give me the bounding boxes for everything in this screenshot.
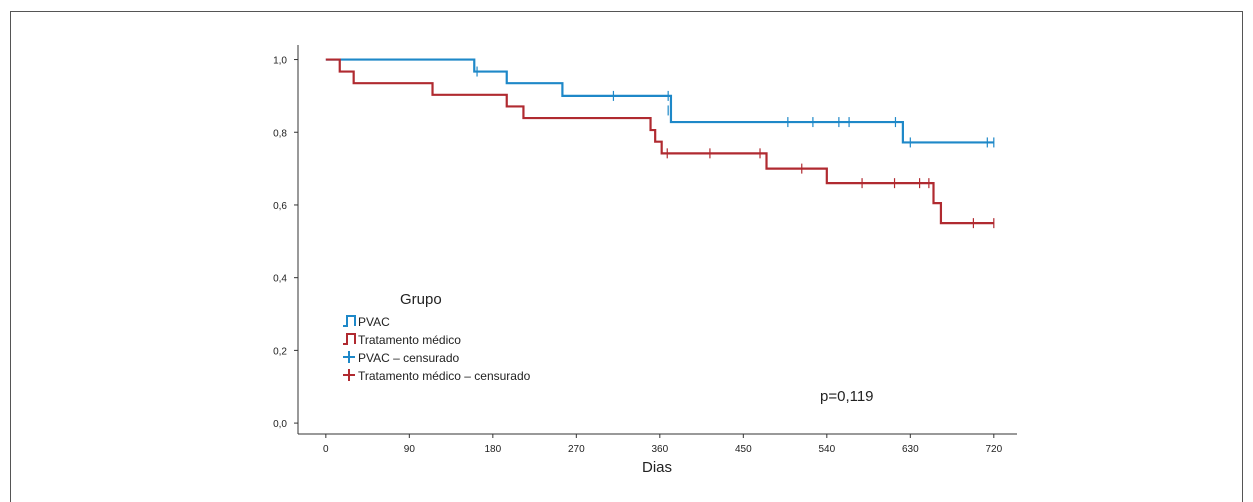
legend-entry: PVAC – censurado [343, 351, 459, 365]
legend-title: Grupo [400, 291, 442, 308]
x-tick-label: 720 [985, 444, 1002, 455]
x-tick-label: 0 [323, 444, 329, 455]
x-tick-label: 540 [818, 444, 835, 455]
x-tick-label: 450 [735, 444, 752, 455]
series-layer [325, 58, 995, 229]
y-axis: 0,0 0,2 0,4 0,6 0,8 1,0 [273, 45, 299, 434]
legend-entry: Tratamento médico – censurado [343, 369, 531, 383]
series-line-pvac [325, 58, 994, 144]
legend: Grupo PVAC Tratamento médico PVAC – censur… [343, 291, 531, 383]
x-tick-label: 180 [484, 444, 501, 455]
legend-entry: PVAC [343, 315, 390, 329]
x-tick-label: 90 [404, 444, 416, 455]
y-tick-label: 1,0 [273, 56, 287, 67]
legend-step-icon [343, 315, 356, 327]
legend-step-icon [343, 333, 356, 345]
series-line-tratamento-medico [325, 58, 994, 225]
y-tick-label: 0,4 [273, 274, 287, 285]
x-axis-title: Dias [642, 459, 672, 476]
x-tick-label: 630 [902, 444, 919, 455]
y-tick-label: 0,2 [273, 346, 287, 357]
x-tick-label: 270 [568, 444, 585, 455]
legend-label: PVAC – censurado [358, 351, 459, 365]
y-tick-label: 0,6 [273, 201, 287, 212]
chart-frame [10, 11, 1243, 502]
x-axis: 0 90 180 270 360 450 540 630 720 Dias [298, 433, 1017, 476]
legend-label: Tratamento médico – censurado [358, 369, 531, 383]
legend-label: PVAC [358, 315, 390, 329]
x-tick-label: 360 [651, 444, 668, 455]
p-value-annotation: p=0,119 [820, 388, 874, 405]
legend-label: Tratamento médico [358, 333, 461, 347]
legend-entry: Tratamento médico [343, 333, 461, 347]
y-tick-label: 0,0 [273, 419, 287, 430]
y-tick-label: 0,8 [273, 128, 287, 139]
